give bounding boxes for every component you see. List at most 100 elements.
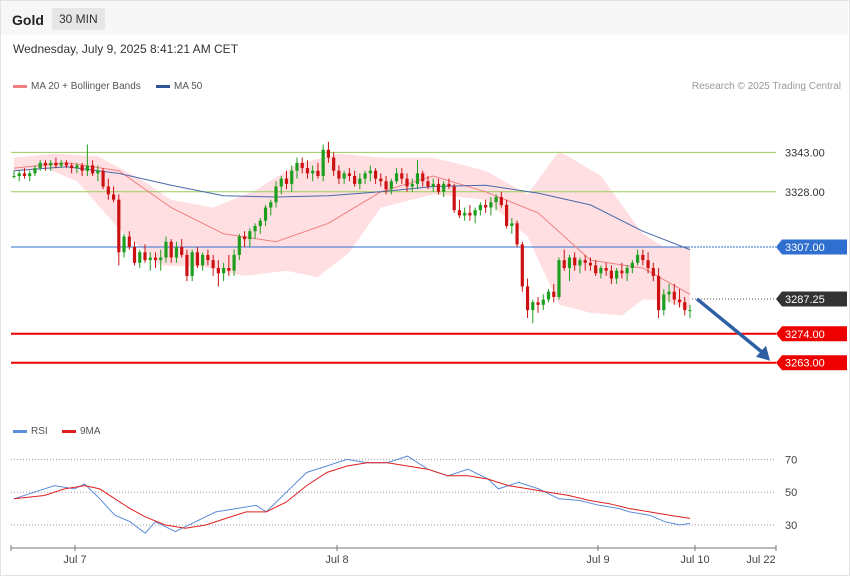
candle-body: [594, 265, 598, 274]
candle-body: [64, 162, 69, 166]
candle-body: [195, 252, 200, 266]
x-tick-label: Jul 10: [680, 554, 709, 566]
level-label-resistance: 3328.00: [785, 187, 825, 199]
candle-body: [59, 162, 63, 166]
legend-rsi-ma: 9MA: [62, 426, 101, 437]
candle-body: [295, 162, 299, 171]
candle-body: [463, 212, 467, 216]
candle-body: [436, 183, 441, 192]
candle-body: [311, 170, 315, 174]
candle-body: [609, 270, 613, 279]
candle-body: [400, 173, 404, 179]
level-label-support: 3263.00: [785, 358, 825, 370]
candle-body: [531, 302, 535, 311]
candle-body: [132, 247, 137, 263]
candle-body: [211, 260, 215, 269]
candle-body: [421, 173, 425, 182]
credit-text: Research © 2025 Trading Central: [691, 81, 841, 92]
ma20-legend-label: MA 20 + Bollinger Bands: [31, 81, 141, 92]
candle-body: [452, 186, 456, 211]
level-tag-support: [776, 326, 847, 342]
rsi-legend-label: RSI: [31, 426, 48, 437]
candle-body: [384, 181, 388, 190]
candle-body: [641, 254, 645, 261]
candle-body: [38, 162, 42, 169]
rsi-swatch: [13, 430, 27, 433]
candle-body: [405, 178, 409, 187]
ma20-swatch: [13, 85, 27, 88]
candle-body: [373, 170, 378, 179]
x-tick-label: Jul 9: [586, 554, 609, 566]
candle-body: [290, 170, 294, 184]
candle-body: [478, 204, 482, 211]
candle-body: [216, 268, 220, 274]
timeframe-button[interactable]: 30 MIN: [52, 8, 105, 30]
x-tick-label: Jul 8: [325, 554, 348, 566]
candle-body: [54, 162, 58, 166]
candle-body: [546, 291, 551, 300]
legend-rsi: RSI: [13, 426, 48, 437]
candle-body: [17, 173, 21, 176]
candle-body: [185, 254, 189, 276]
candle-body: [190, 252, 194, 276]
rsi-ma-legend-label: 9MA: [80, 426, 101, 437]
candle-body: [394, 173, 399, 182]
candle-body: [274, 186, 278, 203]
candle-body: [662, 294, 666, 311]
candle-body: [159, 257, 163, 261]
candle-body: [599, 268, 603, 274]
candle-body: [389, 181, 393, 190]
candle-body: [630, 262, 634, 269]
candle-body: [75, 165, 79, 169]
candle-body: [138, 252, 142, 263]
candle-body: [489, 202, 493, 208]
candle-body: [625, 268, 629, 274]
candle-body: [300, 162, 304, 169]
candle-body: [635, 254, 640, 263]
candle-body: [510, 223, 514, 226]
rsi-level-label-70: 70: [785, 454, 797, 466]
candle-body: [122, 236, 126, 253]
candle-body: [242, 236, 247, 240]
candle-body: [91, 165, 95, 174]
level-tag-support: [776, 355, 847, 371]
candle-body: [269, 202, 273, 208]
candle-body: [426, 181, 430, 187]
candle-body: [504, 204, 509, 226]
forecast-arrow-head: [756, 345, 770, 361]
candle-body: [379, 178, 383, 182]
candle-body: [363, 173, 367, 179]
candle-body: [101, 170, 105, 187]
candle-body: [442, 183, 446, 192]
timestamp-label: Wednesday, July 9, 2025 8:41:21 AM CET: [13, 42, 239, 56]
bollinger-band-area: [14, 151, 690, 316]
candle-body: [232, 254, 236, 271]
candle-body: [447, 183, 451, 187]
candle-body: [279, 178, 283, 187]
candle-body: [484, 204, 488, 208]
candle-body: [410, 183, 414, 187]
candle-body: [562, 260, 566, 269]
candle-body: [284, 178, 289, 184]
candle-body: [536, 302, 540, 305]
candle-body: [604, 268, 608, 271]
candle-body: [206, 254, 210, 261]
rsi-level-label-50: 50: [785, 487, 797, 499]
candle-body: [468, 212, 472, 216]
candle-body: [85, 165, 89, 171]
candle-body: [583, 260, 587, 263]
candle-body: [672, 291, 676, 300]
candle-body: [683, 302, 687, 311]
candle-body: [169, 241, 173, 258]
candle-body: [494, 197, 498, 203]
candle-body: [578, 260, 582, 266]
candle-body: [358, 178, 362, 184]
candle-body: [499, 197, 503, 205]
candle-body: [337, 170, 341, 179]
candle-body: [222, 268, 226, 274]
candle-body: [353, 175, 357, 184]
candle-body: [263, 207, 268, 221]
level-tag-last-price: [776, 291, 847, 307]
candle-body: [96, 170, 100, 174]
legend-ma20: MA 20 + Bollinger Bands: [13, 81, 141, 92]
